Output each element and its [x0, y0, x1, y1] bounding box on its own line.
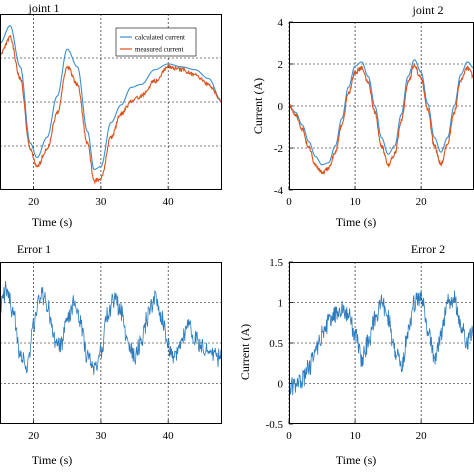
legend-entry: calculated current — [135, 34, 185, 42]
y-tick-label: -2 — [274, 143, 283, 155]
legend-entry: measured current — [135, 46, 183, 54]
y-axis-label: Current (A) — [251, 78, 265, 134]
y-tick-label: 4 — [278, 17, 284, 29]
y-tick-label: 1 — [278, 298, 284, 310]
chart-title: joint 1 — [27, 1, 59, 15]
series-line-2-1 — [289, 59, 474, 166]
x-tick-label: 30 — [95, 196, 107, 208]
x-tick-label: 40 — [163, 430, 175, 442]
series-line-2-2 — [289, 62, 474, 175]
x-axis-label: Time (s) — [336, 453, 377, 467]
plot-frame — [0, 262, 222, 424]
series-line-1-2 — [0, 35, 222, 185]
legend-box — [115, 27, 197, 57]
y-axis-label: Current (A) — [238, 324, 252, 380]
chart-panel-2: 0 10 20 -4 -2 0 2 4 joint 2 Time (s) Current (A) — [251, 3, 474, 229]
x-tick-label: 10 — [350, 196, 362, 208]
x-tick-label: 20 — [28, 430, 40, 442]
chart-title: Error 2 — [411, 242, 445, 256]
legend: calculated current measured current — [115, 27, 197, 57]
series-line-1-1 — [0, 25, 222, 171]
y-tick-label: -0.5 — [266, 419, 284, 431]
x-tick-label: 40 — [163, 196, 175, 208]
x-axis-label: Time (s) — [336, 215, 377, 229]
series-line-3-1 — [0, 281, 222, 375]
x-tick-label: 20 — [416, 430, 428, 442]
chart-panel-1: 20 30 40 joint 1 Time (s) calculated current m… — [0, 1, 222, 229]
x-tick-label: 0 — [286, 196, 292, 208]
x-tick-label: 10 — [350, 430, 362, 442]
y-tick-label: 1.5 — [269, 257, 283, 269]
y-tick-label: 0 — [278, 101, 284, 113]
x-axis-label: Time (s) — [32, 453, 73, 467]
x-tick-label: 0 — [286, 430, 292, 442]
y-tick-label: 0 — [278, 379, 284, 391]
x-tick-label: 20 — [28, 196, 40, 208]
x-axis-label: Time (s) — [32, 215, 73, 229]
x-tick-label: 30 — [95, 430, 107, 442]
chart-title: joint 2 — [411, 3, 443, 17]
plot-frame — [0, 14, 222, 190]
series-line-4-1 — [289, 290, 474, 398]
y-tick-label: -4 — [274, 185, 284, 197]
y-tick-label: 0.5 — [269, 338, 283, 350]
x-tick-label: 20 — [416, 196, 428, 208]
chart-panel-3: 20 30 40 Error 1 Time (s) — [0, 242, 222, 467]
y-tick-label: 2 — [278, 59, 284, 71]
chart-title: Error 1 — [17, 242, 51, 256]
